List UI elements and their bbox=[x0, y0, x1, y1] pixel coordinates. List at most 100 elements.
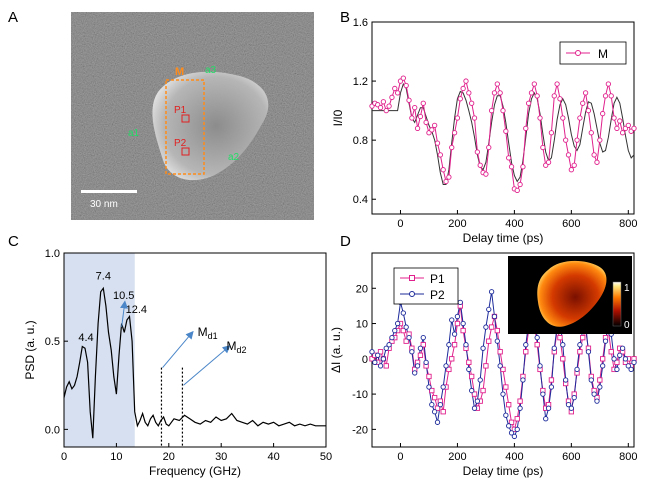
panel-d-point-p2 bbox=[619, 345, 626, 351]
panel-d-point-p2 bbox=[377, 363, 384, 369]
panel-b-legend: M bbox=[559, 41, 627, 65]
panel-c-ytick-label: 1.0 bbox=[45, 248, 60, 260]
panel-d-xlabel: Delay time (ps) bbox=[463, 464, 544, 478]
panel-d-point-p2 bbox=[597, 384, 603, 390]
panel-d-point-p2 bbox=[372, 359, 378, 365]
panel-d-point-p2 bbox=[560, 342, 566, 348]
inset-heatmap-shape bbox=[537, 260, 607, 327]
panel-d-point-p1 bbox=[597, 377, 603, 383]
panel-d-point-p2 bbox=[537, 363, 543, 369]
panel-b-point bbox=[469, 100, 475, 106]
scale-bar-label: 30 nm bbox=[90, 199, 118, 210]
panel-b-point bbox=[394, 90, 401, 96]
panel-b-point bbox=[585, 107, 592, 114]
panel-b-point bbox=[451, 130, 458, 136]
panel-d-point-p2 bbox=[622, 356, 629, 362]
panel-b-point bbox=[554, 81, 560, 87]
panel-d-legend: P1 P2 bbox=[393, 267, 459, 305]
panel-b-point bbox=[600, 110, 606, 117]
panel-d-point-p2 bbox=[500, 391, 506, 397]
panel-d-ytick-label: -10 bbox=[352, 389, 368, 401]
panel-d-point-p2 bbox=[494, 338, 500, 344]
panel-d-point-p2 bbox=[625, 363, 631, 369]
panel-d-point-p2 bbox=[400, 310, 406, 316]
panel-b-point bbox=[437, 152, 443, 158]
panel-d-point-p2 bbox=[474, 398, 481, 404]
panel-d-point-p2 bbox=[591, 391, 597, 397]
panel-b-xtick-label: 200 bbox=[448, 218, 466, 230]
panel-d-point-p2 bbox=[406, 335, 412, 341]
panel-d-point-p2 bbox=[628, 366, 634, 373]
panel-b-point bbox=[457, 96, 463, 102]
panel-d-point-p2 bbox=[611, 356, 617, 362]
panel-b-point bbox=[608, 93, 614, 99]
panel-b-point bbox=[443, 178, 449, 185]
panel-b-point bbox=[514, 187, 520, 194]
panel-b-xtick-label: 400 bbox=[505, 218, 523, 230]
panel-d-ytick-label: 20 bbox=[356, 283, 368, 295]
panel-b-point bbox=[525, 100, 532, 106]
panel-b-point bbox=[417, 113, 424, 120]
panel-b-xtick-label: 800 bbox=[619, 218, 637, 230]
panel-b-point bbox=[446, 174, 452, 180]
panel-b-point bbox=[577, 115, 583, 121]
panel-c-xtick-label: 40 bbox=[267, 451, 279, 463]
scale-bar bbox=[81, 190, 137, 193]
panel-d-point-p2 bbox=[543, 416, 549, 422]
panel-letter-c: C bbox=[8, 233, 19, 250]
label-a1: a1 bbox=[128, 128, 140, 139]
panel-d-point-p1 bbox=[460, 327, 466, 334]
panel-b-point bbox=[400, 75, 406, 81]
label-a2: a2 bbox=[228, 152, 240, 163]
panel-c-chart: 0 10 20 30 40 50 0.0 0.5 1.0 Frequency (GHz) PSD (… bbox=[23, 248, 332, 478]
panel-d-point-p1 bbox=[403, 338, 409, 344]
panel-d-point-p1 bbox=[420, 342, 426, 348]
panel-d-point-p1 bbox=[548, 377, 555, 383]
panel-b-point bbox=[409, 115, 415, 121]
panel-d-point-p2 bbox=[545, 405, 552, 411]
panel-d-point-p1 bbox=[497, 349, 503, 355]
panel-d-point-p2 bbox=[469, 387, 475, 394]
panel-letter-b: B bbox=[340, 9, 350, 26]
panel-b-point bbox=[614, 125, 620, 131]
panel-c-xtick-label: 0 bbox=[61, 451, 67, 463]
panel-b-ytick-label: 1.2 bbox=[353, 76, 368, 88]
panel-b-point bbox=[454, 115, 461, 121]
panel-b-point bbox=[565, 152, 572, 158]
panel-d-point-p2 bbox=[369, 349, 375, 355]
panel-b-point bbox=[432, 122, 438, 129]
legend-entry-p2: P2 bbox=[430, 288, 445, 302]
panel-b-point bbox=[483, 171, 489, 177]
panel-b-point bbox=[605, 81, 612, 87]
label-p1: P1 bbox=[174, 105, 187, 116]
panel-b-point bbox=[463, 78, 469, 84]
panel-d-point-p1 bbox=[451, 342, 458, 348]
panel-d-point-p1 bbox=[534, 342, 540, 348]
panel-d-point-p2 bbox=[451, 331, 458, 337]
panel-d-point-p2 bbox=[480, 345, 486, 351]
panel-c-xtick-label: 10 bbox=[110, 451, 122, 463]
panel-b-point bbox=[414, 125, 421, 131]
panel-c-arrow bbox=[162, 330, 194, 368]
panel-d-point-p2 bbox=[508, 430, 515, 436]
panel-c-ylabel: PSD (a. u.) bbox=[23, 320, 37, 379]
panel-d-point-p2 bbox=[491, 313, 498, 320]
panel-d-point-p2 bbox=[420, 335, 426, 341]
panel-d-point-p2 bbox=[594, 398, 600, 404]
panel-d-point-p1 bbox=[446, 366, 452, 373]
panel-c-shaded-region bbox=[64, 253, 135, 447]
panel-b-point bbox=[491, 90, 498, 96]
panel-d-point-p1 bbox=[440, 409, 446, 415]
panel-d-point-p2 bbox=[565, 402, 572, 408]
panel-d-point-p1 bbox=[523, 349, 529, 355]
region-m-box bbox=[165, 79, 205, 175]
panel-d-point-p2 bbox=[403, 324, 409, 330]
panel-d-point-p1 bbox=[449, 356, 455, 362]
panel-b-fit-line bbox=[372, 82, 635, 185]
panel-d-point-p2 bbox=[389, 335, 395, 341]
panel-b-point bbox=[440, 167, 446, 173]
panel-c-xtick-label: 50 bbox=[320, 451, 332, 463]
panel-b-chart: 0 200 400 600 800 0.4 0.8 1.2 1.6 Delay time (ps)… bbox=[331, 17, 637, 245]
mode-label-sub: d1 bbox=[208, 331, 218, 341]
